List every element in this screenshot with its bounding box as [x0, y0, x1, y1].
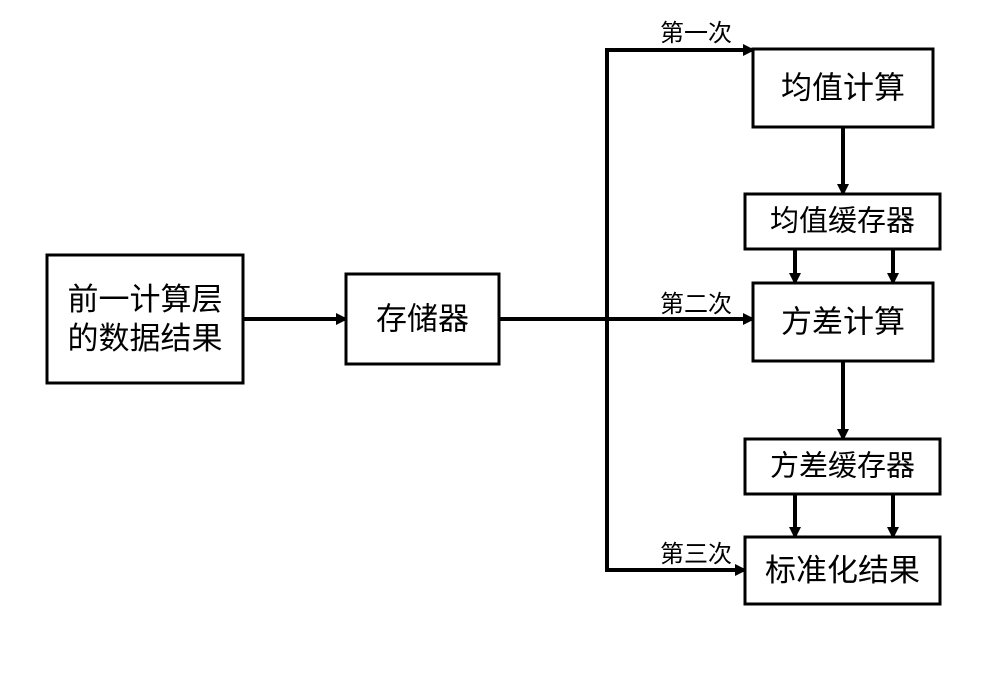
- node-label-var_calc-line0: 方差计算: [781, 305, 905, 340]
- node-label-prev_layer-line1: 的数据结果: [68, 321, 223, 356]
- node-norm_result: 标准化结果: [745, 537, 940, 604]
- edge-label-3: 第三次: [660, 541, 732, 568]
- edge-memory-mean_calc: [499, 50, 753, 319]
- node-label-prev_layer-line0: 前一计算层: [68, 282, 223, 317]
- node-var_cache: 方差缓存器: [745, 439, 940, 494]
- node-mean_cache: 均值缓存器: [745, 194, 940, 249]
- edge-memory-norm_result: [607, 319, 745, 570]
- node-memory: 存储器: [346, 274, 499, 364]
- node-label-mean_cache-line0: 均值缓存器: [770, 205, 915, 238]
- edge-label-2: 第二次: [660, 291, 732, 318]
- flowchart-canvas: 前一计算层的数据结果 存储器 均值计算均值缓存器方差计算方差缓存器标准化结果 第一次…: [0, 0, 1000, 687]
- node-label-memory-line0: 存储器: [376, 302, 469, 337]
- node-label-norm_result-line0: 标准化结果: [765, 553, 920, 588]
- node-var_calc: 方差计算: [753, 283, 933, 361]
- node-label-var_cache-line0: 方差缓存器: [770, 450, 915, 483]
- node-mean_calc: 均值计算: [753, 49, 933, 127]
- node-label-mean_calc-line0: 均值计算: [781, 71, 905, 106]
- edge-label-1: 第一次: [660, 20, 732, 47]
- node-prev_layer: 前一计算层的数据结果: [47, 255, 243, 383]
